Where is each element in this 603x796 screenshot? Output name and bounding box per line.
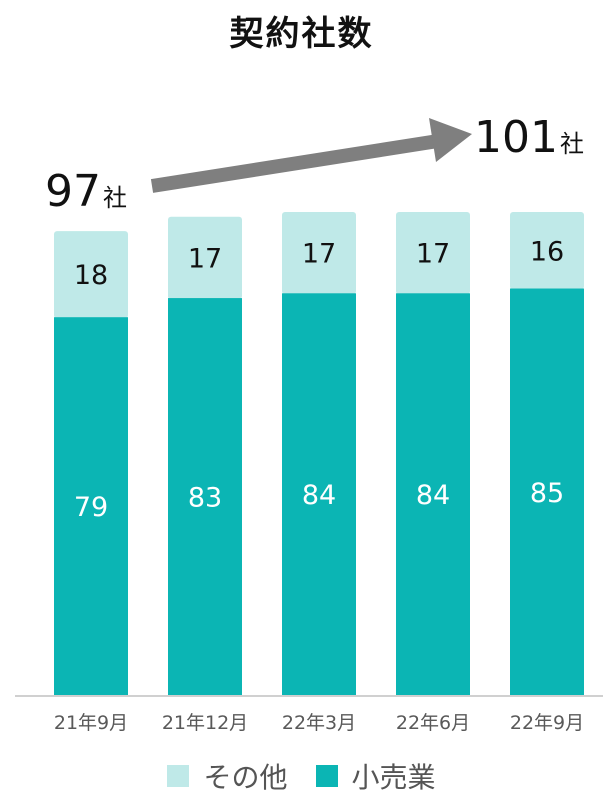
- bar-segment-other: [168, 216, 242, 300]
- legend-item-retail: 小売業: [315, 756, 436, 796]
- data-label-other: 16: [530, 236, 564, 267]
- data-label-other: 17: [302, 239, 336, 270]
- bar-segment-other: [510, 212, 584, 290]
- legend-swatch-retail: [315, 765, 338, 787]
- legend-swatch-other: [167, 765, 190, 787]
- data-label-retail: 85: [530, 478, 564, 509]
- bar-segment-retail: [168, 298, 242, 695]
- x-tick-label: 22年9月: [510, 712, 584, 734]
- bar-segment-retail: [54, 317, 128, 695]
- x-tick-label: 22年3月: [282, 712, 356, 734]
- legend-label-retail: 小売業: [351, 761, 436, 794]
- stacked-bar-chart: 18 79 17 83 17 84 17 84 16 85 21年9月 21年12月 22年3月 22年…: [15, 118, 603, 734]
- data-label-retail: 83: [188, 483, 222, 514]
- data-label-other: 17: [188, 243, 222, 274]
- legend: その他 小売業: [0, 756, 603, 796]
- bar-segment-retail: [282, 293, 356, 695]
- total-start-unit: 社: [103, 184, 127, 212]
- growth-arrow: [150, 118, 472, 193]
- total-end-value: 101: [474, 112, 558, 163]
- total-end-label: 101社: [474, 112, 584, 163]
- bar-segment-other: [396, 212, 470, 295]
- total-start-value: 97: [45, 166, 101, 217]
- total-end-unit: 社: [559, 130, 584, 158]
- data-label-other: 18: [74, 260, 108, 291]
- bar-segment-retail: [396, 293, 470, 695]
- data-label-retail: 79: [74, 492, 108, 523]
- arrow-head: [429, 118, 472, 162]
- data-label-other: 17: [416, 239, 450, 270]
- data-label-retail: 84: [416, 480, 450, 511]
- x-tick-label: 21年12月: [162, 712, 248, 734]
- legend-item-other: その他: [167, 756, 288, 796]
- arrow-shaft: [150, 134, 440, 193]
- data-label-retail: 84: [302, 480, 336, 511]
- bar-segment-other: [282, 212, 356, 295]
- total-start-label: 97社: [45, 166, 127, 217]
- x-tick-label: 22年6月: [396, 712, 470, 734]
- x-tick-label: 21年9月: [54, 712, 128, 734]
- bar-segment-retail: [510, 288, 584, 695]
- chart-title: 契約社数: [229, 14, 374, 54]
- bar-segment-other: [54, 231, 128, 319]
- bars-group: 18 79 17 83 17 84 17 84 16 85: [54, 212, 584, 695]
- legend-label-other: その他: [203, 761, 288, 794]
- x-axis-labels: 21年9月 21年12月 22年3月 22年6月 22年9月: [54, 712, 584, 734]
